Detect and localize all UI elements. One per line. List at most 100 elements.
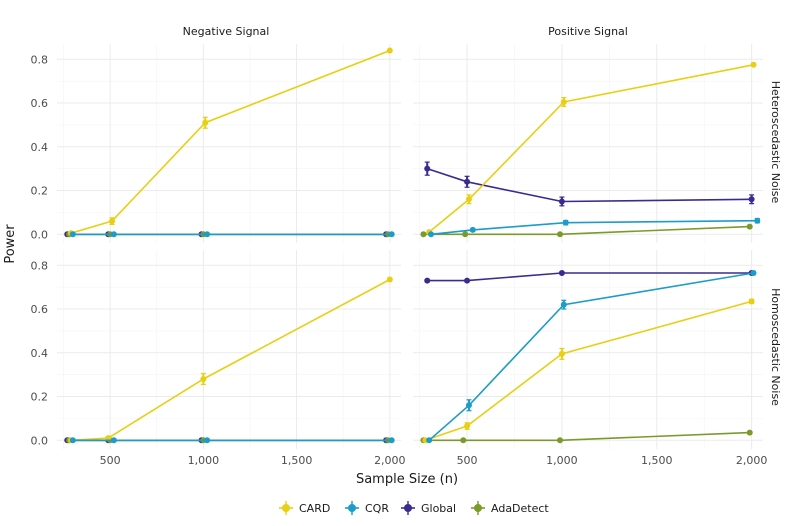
y-tick-label: 0.0 <box>31 228 49 241</box>
data-point <box>109 218 116 225</box>
series-global <box>424 161 755 207</box>
x-tick-label: 1,000 <box>546 454 578 467</box>
panel-1 <box>413 44 763 243</box>
y-tick-label: 0.2 <box>31 185 49 198</box>
data-point <box>426 437 433 444</box>
legend-label: CQR <box>365 502 389 515</box>
y-tick-label: 0.8 <box>31 259 49 272</box>
panel-2: 0.0 0.2 0.4 0.6 0.8 500 1,000 1,500 2,000 <box>31 250 406 467</box>
row-strip-label-0: Heteroscedastic Noise <box>769 81 782 204</box>
data-point <box>557 231 564 238</box>
data-point <box>69 437 76 444</box>
data-point <box>204 437 211 444</box>
series-line-global <box>427 272 752 282</box>
series-card <box>426 61 757 236</box>
data-point <box>746 223 753 230</box>
data-point <box>464 423 471 430</box>
x-tick-label: 500 <box>100 454 121 467</box>
x-tick-label: 2,000 <box>374 454 406 467</box>
series-line-adadetect <box>423 431 750 442</box>
data-point <box>202 119 209 126</box>
data-point <box>469 226 476 233</box>
series-line-adadetect <box>423 225 750 236</box>
legend-item-global: Global <box>401 501 456 515</box>
series-line-global <box>426 167 752 203</box>
series-line-cqr <box>428 272 754 441</box>
y-tick-label: 0.6 <box>31 97 49 110</box>
series-card <box>67 47 393 237</box>
panel-0: 0.0 0.2 0.4 0.6 0.8 <box>31 44 401 243</box>
data-point <box>464 277 471 284</box>
legend-label: CARD <box>299 502 330 515</box>
y-tick-label: 0.0 <box>31 434 49 447</box>
x-tick-label: 1,000 <box>188 454 220 467</box>
series-line-cqr <box>430 219 758 236</box>
legend-item-adadetect: AdaDetect <box>471 501 549 515</box>
data-point <box>388 437 395 444</box>
y-tick-label: 0.4 <box>31 347 49 360</box>
series-line-card <box>70 49 391 234</box>
data-point <box>750 61 757 68</box>
y-axis-title: Power <box>3 224 18 264</box>
data-point <box>464 178 471 185</box>
x-tick-label: 500 <box>457 454 478 467</box>
data-point <box>754 217 761 224</box>
data-point <box>420 231 427 238</box>
data-point <box>462 231 469 238</box>
data-point <box>424 165 431 172</box>
series-cqr <box>69 437 395 444</box>
data-point <box>465 196 472 203</box>
data-point <box>200 376 207 383</box>
data-point <box>386 47 393 54</box>
data-point <box>69 231 76 238</box>
x-tick-label: 2,000 <box>736 454 768 467</box>
data-point <box>428 231 435 238</box>
data-point <box>558 269 565 276</box>
legend: CARD CQR Global AdaDetect <box>279 501 549 515</box>
data-point <box>748 298 755 305</box>
data-point <box>558 350 565 357</box>
y-tick-label: 0.2 <box>31 391 49 404</box>
data-point <box>110 437 117 444</box>
series-card <box>67 276 393 444</box>
y-tick-label: 0.6 <box>31 303 49 316</box>
data-point <box>557 437 564 444</box>
data-point <box>558 198 565 205</box>
data-point <box>750 269 757 276</box>
data-point <box>204 231 211 238</box>
x-tick-label: 1,500 <box>641 454 673 467</box>
legend-item-cqr: CQR <box>345 501 389 515</box>
data-point <box>386 276 393 283</box>
legend-key-point <box>348 504 356 512</box>
legend-key-point <box>404 504 412 512</box>
data-point <box>424 277 431 284</box>
data-point <box>465 402 472 409</box>
y-tick-label: 0.4 <box>31 141 49 154</box>
data-point <box>746 429 753 436</box>
row-strip-label-1: Homoscedastic Noise <box>769 288 782 406</box>
x-tick-label: 1,500 <box>281 454 313 467</box>
series-adadetect <box>420 223 753 238</box>
series-line-card <box>428 64 754 233</box>
legend-label: AdaDetect <box>491 502 549 515</box>
col-strip-label-0: Negative Signal <box>183 25 270 38</box>
data-point <box>562 219 569 226</box>
series-cqr <box>69 231 395 238</box>
col-strip-label-1: Positive Signal <box>548 25 628 38</box>
series-cqr <box>426 269 757 444</box>
series-line-card <box>425 300 752 442</box>
series-cqr <box>428 217 761 238</box>
data-point <box>748 196 755 203</box>
data-point <box>560 301 567 308</box>
series-line-card <box>70 278 391 442</box>
legend-key-point <box>474 504 482 512</box>
legend-key-point <box>282 504 290 512</box>
legend-item-card: CARD <box>279 501 330 515</box>
legend-label: Global <box>421 502 456 515</box>
y-tick-label: 0.8 <box>31 53 49 66</box>
data-point <box>110 231 117 238</box>
series-adadetect <box>420 429 753 444</box>
data-point <box>560 98 567 105</box>
panel-3: 500 1,000 1,500 2,000 <box>413 250 767 467</box>
